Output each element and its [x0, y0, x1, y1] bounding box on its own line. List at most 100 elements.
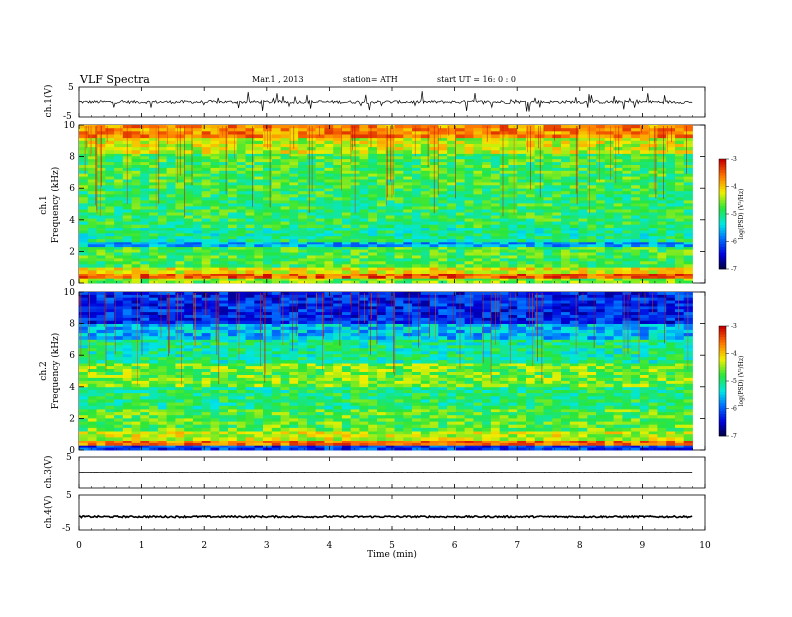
ch2-spec-cell — [184, 431, 193, 435]
ch2-spec-cell — [473, 409, 482, 413]
ch1-spec-cell — [535, 244, 544, 247]
ch1-spec-cell — [342, 281, 351, 284]
ch1-spec-cell — [132, 135, 141, 139]
ch1-spec-cell — [447, 231, 456, 234]
ch2-spec-cell — [456, 448, 465, 451]
ch1-spec-cell — [281, 141, 290, 145]
ch2-spec-cell — [105, 443, 114, 446]
ch1-spec-cell — [517, 159, 526, 162]
ch1-spec-cell — [202, 125, 211, 129]
ch1-spec-cell — [544, 258, 553, 261]
ch2-spec-cell — [298, 418, 307, 422]
ch1-spec-cell — [508, 138, 517, 142]
ch2-spec-cell — [333, 412, 342, 416]
ch1-spec-cell — [184, 222, 193, 225]
ch1-spec-cell — [167, 210, 176, 213]
ch1-spec-cell — [97, 258, 106, 261]
ch1-spec-cell — [254, 267, 263, 271]
ch1-spec-cell — [421, 171, 430, 174]
ch2-spec-cell — [342, 412, 351, 416]
ch1-spec-cell — [465, 135, 474, 139]
ch1-spec-cell — [544, 168, 553, 171]
ch2-spec-cell — [438, 390, 447, 394]
ch1-spec-cell — [473, 206, 482, 209]
ch1-spec-cell — [333, 194, 342, 197]
ch2-spec-cell — [211, 428, 220, 432]
ch1-spec-cell — [491, 194, 500, 197]
ch2-spec-cell — [272, 448, 281, 451]
ch1-spec-cell — [403, 182, 412, 185]
ch2-spec-cell — [508, 448, 517, 451]
ch1-spec-cell — [614, 239, 623, 242]
ch1-spec-cell — [184, 256, 193, 259]
ch1-spec-cell — [456, 191, 465, 194]
ch2-spec-cell — [254, 428, 263, 432]
ch1-spec-cell — [614, 162, 623, 165]
ch1-spec-cell — [517, 264, 526, 267]
ch1-spec-cell — [281, 191, 290, 194]
ch1-spec-cell — [377, 225, 386, 228]
ch2-spec-cell — [666, 431, 675, 435]
ch1-spec-cell — [675, 131, 684, 135]
ch2-spec-cell — [657, 422, 666, 426]
ch2-spec-cell — [587, 425, 596, 429]
ch1-spec-cell — [105, 256, 114, 259]
ch1-spec-cell — [649, 216, 658, 219]
ch1-spec-cell — [167, 250, 176, 253]
ch2-spec-cell — [535, 387, 544, 391]
ch1-spec-cell — [237, 194, 246, 197]
ch1-spec-cell — [631, 128, 640, 132]
ch1-spec-cell — [605, 267, 614, 271]
ch1-spec-cell — [614, 128, 623, 132]
ch2-spec-cell — [684, 387, 693, 391]
ch1-spec-cell — [263, 156, 272, 159]
ch1-spec-cell — [228, 225, 237, 228]
ch1-spec-cell — [412, 244, 421, 247]
ch1-spec-cell — [552, 225, 561, 228]
ch1-spec-cell — [289, 182, 298, 185]
ch1-spec-cell — [342, 244, 351, 247]
ch2-spec-cell — [377, 415, 386, 419]
ch1-spec-cell — [246, 267, 255, 271]
ch1-spec-cell — [386, 256, 395, 259]
ch1-spec-cell — [614, 261, 623, 264]
ch1-spec-cell — [359, 258, 368, 261]
ch2-spec-cell — [123, 412, 132, 416]
ch1-spec-cell — [254, 233, 263, 236]
ch1-spec-cell — [657, 197, 666, 200]
ch1-spec-cell — [535, 247, 544, 250]
ch1-spec-cell — [202, 165, 211, 168]
ch1-spec-cell — [324, 156, 333, 159]
ch1-spec-cell — [193, 168, 202, 171]
ch1-spec-cell — [272, 200, 281, 203]
ch2-spec-cell — [211, 431, 220, 435]
ch1-spec-cell — [412, 182, 421, 185]
ch1-spec-cell — [631, 177, 640, 180]
ch1-spec-cell — [605, 244, 614, 247]
ch2-spec-cell — [605, 448, 614, 451]
ch1-spec-cell — [473, 197, 482, 200]
ch1-spec-cell — [237, 247, 246, 250]
ch1-spec-cell — [228, 270, 237, 274]
ch1-spec-cell — [465, 244, 474, 247]
ch2-spec-cell — [167, 431, 176, 435]
ch1-spec-cell — [97, 256, 106, 259]
ch1-spec-cell — [263, 162, 272, 165]
ch2-spec-cell — [202, 437, 211, 441]
ch1-spec-cell — [97, 156, 106, 159]
ch1-spec-cell — [587, 276, 596, 279]
ch1-spec-cell — [167, 197, 176, 200]
ch1-spec-cell — [114, 222, 123, 225]
ch1-spec-cell — [175, 244, 184, 247]
ch1-spec-cell — [123, 256, 132, 259]
ch2-spec-cell — [272, 418, 281, 422]
ch1-spec-cell — [272, 159, 281, 162]
ch1-spec-cell — [447, 250, 456, 253]
ch2-spec-cell — [351, 412, 360, 416]
ch2-spec-cell — [368, 448, 377, 451]
ch1-spec-cell — [473, 150, 482, 154]
ch2-spec-cell — [254, 412, 263, 416]
ch1-spec-cell — [175, 210, 184, 213]
ch1-spec-cell — [158, 180, 167, 183]
ch1-spec-cell — [675, 276, 684, 279]
